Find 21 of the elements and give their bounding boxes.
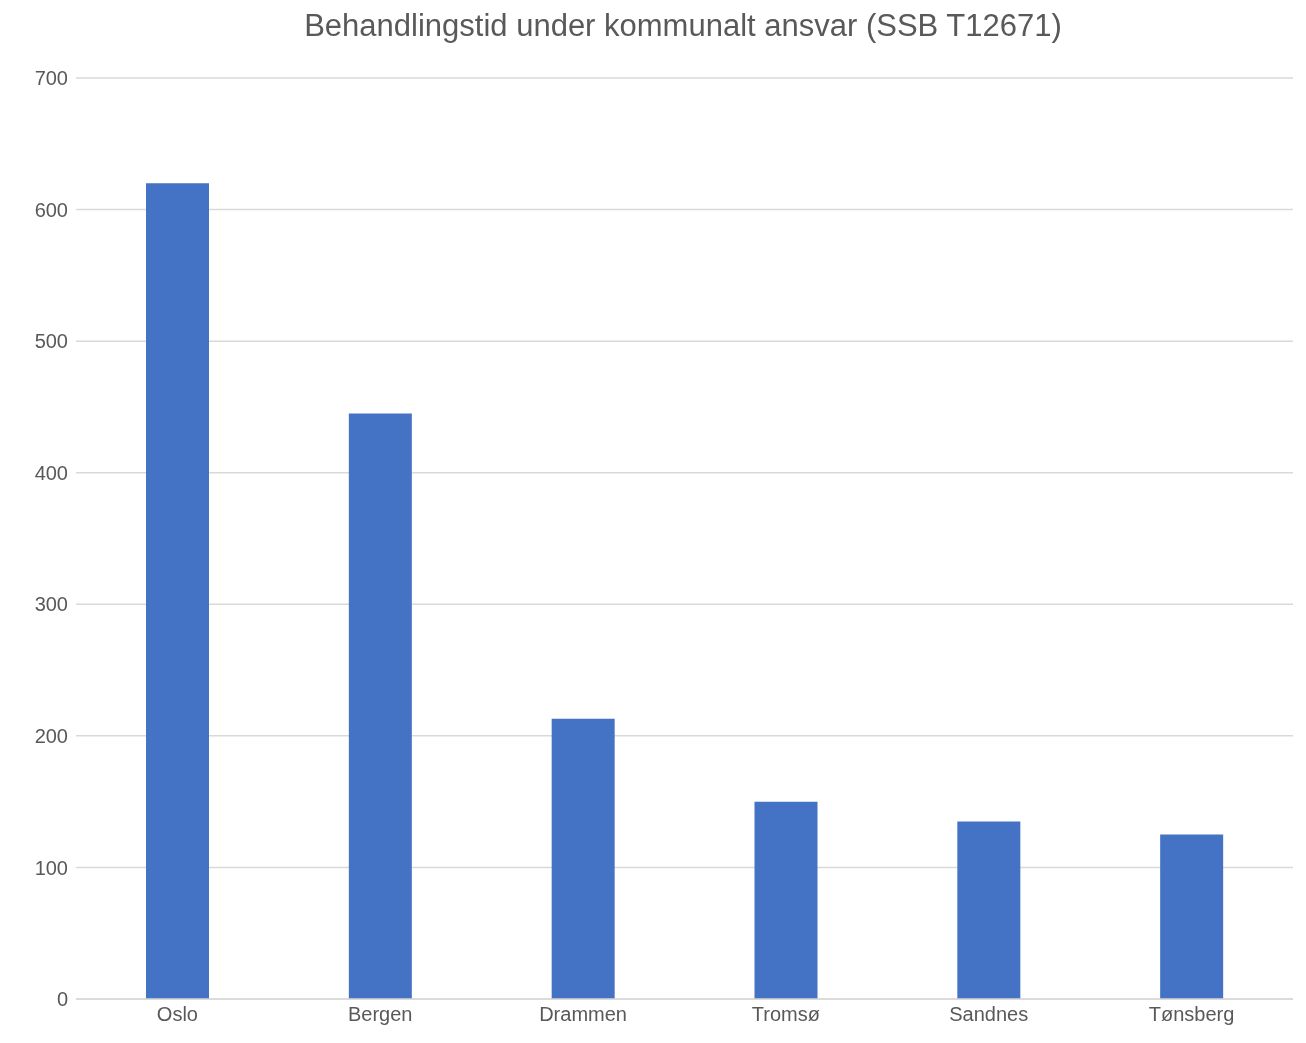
bar bbox=[1160, 834, 1224, 999]
x-tick-label: Bergen bbox=[348, 1003, 413, 1026]
x-tick-label: Tromsø bbox=[751, 1003, 820, 1026]
bar bbox=[957, 821, 1021, 999]
y-tick-label: 600 bbox=[34, 198, 68, 221]
y-tick-label: 700 bbox=[34, 67, 68, 90]
x-tick-label: Tønsberg bbox=[1148, 1003, 1235, 1026]
y-tick-label: 300 bbox=[34, 593, 68, 616]
chart-title: Behandlingstid under kommunalt ansvar (SSB T12671) bbox=[303, 8, 1063, 44]
y-tick-label: 0 bbox=[56, 988, 68, 1011]
bar bbox=[754, 801, 818, 999]
x-tick-label: Oslo bbox=[156, 1003, 198, 1026]
x-tick-label: Drammen bbox=[539, 1003, 627, 1026]
bar bbox=[348, 413, 412, 999]
y-tick-label: 500 bbox=[34, 330, 68, 353]
y-tick-label: 100 bbox=[34, 856, 68, 879]
x-tick-label: Sandnes bbox=[949, 1003, 1029, 1026]
y-tick-label: 400 bbox=[34, 461, 68, 484]
bar bbox=[146, 183, 209, 999]
bar bbox=[551, 718, 615, 999]
y-tick-label: 200 bbox=[34, 724, 68, 747]
